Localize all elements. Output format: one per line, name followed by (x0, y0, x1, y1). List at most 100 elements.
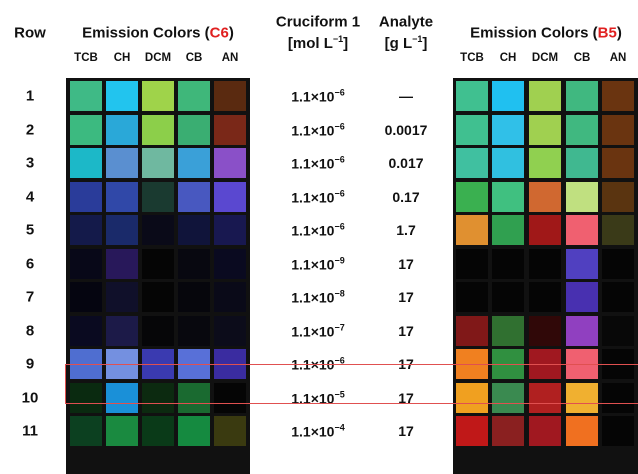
unit-exp: −1 (412, 34, 422, 44)
swatch (456, 282, 488, 312)
swatch (214, 416, 246, 446)
row-number: 3 (26, 155, 34, 172)
swatch (214, 115, 246, 145)
swatch (106, 215, 138, 245)
swatch (214, 215, 246, 245)
swatch (566, 282, 598, 312)
solvent-label: CB (186, 52, 203, 64)
solvent-label: DCM (532, 52, 558, 64)
swatch (456, 249, 488, 279)
swatch (529, 115, 561, 145)
swatch (178, 148, 210, 178)
swatch (178, 249, 210, 279)
analyte: 17 (398, 323, 414, 339)
swatch (566, 148, 598, 178)
row-number: 11 (22, 423, 38, 440)
swatch (456, 115, 488, 145)
solvent-label: DCM (145, 52, 171, 64)
swatch (456, 81, 488, 111)
swatch (142, 115, 174, 145)
swatch (70, 282, 102, 312)
swatch (602, 282, 634, 312)
swatch (602, 249, 634, 279)
swatch (70, 182, 102, 212)
swatch (492, 182, 524, 212)
analyte: 17 (398, 423, 414, 439)
swatch (602, 148, 634, 178)
analyte: 0.0017 (385, 122, 428, 138)
swatch (492, 282, 524, 312)
swatch (529, 249, 561, 279)
swatch (492, 148, 524, 178)
swatch (456, 148, 488, 178)
swatch (70, 148, 102, 178)
swatch (492, 115, 524, 145)
analyte: 1.7 (396, 222, 415, 238)
swatch (566, 316, 598, 346)
swatch (142, 182, 174, 212)
analyte: 17 (398, 256, 414, 272)
concentration: 1.1×10−6 (291, 121, 344, 138)
swatch (529, 316, 561, 346)
analyte-unit: [g L−1] (385, 34, 428, 52)
swatch (214, 81, 246, 111)
swatch (214, 182, 246, 212)
unit: ] (422, 35, 427, 52)
swatch (602, 115, 634, 145)
unit: [mol L (288, 35, 333, 52)
swatch (142, 81, 174, 111)
solvent-label: AN (222, 52, 239, 64)
concentration: 1.1×10−6 (291, 222, 344, 239)
swatch (566, 115, 598, 145)
swatch (456, 182, 488, 212)
conc-exp: −4 (334, 423, 344, 433)
swatch (178, 81, 210, 111)
conc-exp: −7 (334, 322, 344, 332)
swatch (566, 81, 598, 111)
swatch (106, 416, 138, 446)
swatch (106, 148, 138, 178)
analyte: 0.17 (392, 189, 419, 205)
analyte-header: Analyte (379, 14, 433, 31)
highlight-box (65, 364, 638, 404)
swatch (178, 215, 210, 245)
swatch (106, 316, 138, 346)
conc-exp: −6 (334, 155, 344, 165)
conc-header: Cruciform 1 (276, 14, 360, 31)
solvent-label: AN (610, 52, 627, 64)
solvent-label: CH (114, 52, 131, 64)
swatch (142, 215, 174, 245)
unit: [g L (385, 35, 413, 52)
swatch (602, 416, 634, 446)
conc-base: 1.1×10 (291, 290, 334, 306)
header-text: ) (617, 25, 622, 42)
conc-exp: −6 (334, 88, 344, 98)
swatch (529, 182, 561, 212)
left-header: Emission Colors (C6) (82, 25, 234, 42)
swatch (178, 316, 210, 346)
header-code: B5 (598, 25, 617, 42)
swatch (492, 416, 524, 446)
solvent-label: CH (500, 52, 517, 64)
header-text: ) (229, 25, 234, 42)
figure: Row Emission Colors (C6) Emission Colors… (0, 0, 638, 474)
swatch (214, 249, 246, 279)
concentration: 1.1×10−6 (291, 88, 344, 105)
swatch (106, 115, 138, 145)
solvent-label: TCB (460, 52, 484, 64)
swatch (178, 182, 210, 212)
swatch (492, 81, 524, 111)
solvent-label: TCB (74, 52, 98, 64)
swatch (456, 316, 488, 346)
swatch (456, 416, 488, 446)
swatch (214, 148, 246, 178)
swatch (70, 249, 102, 279)
row-number: 10 (22, 389, 39, 406)
unit-exp: −1 (333, 34, 343, 44)
conc-exp: −6 (334, 121, 344, 131)
swatch (214, 316, 246, 346)
analyte: — (399, 88, 413, 104)
conc-exp: −6 (334, 188, 344, 198)
conc-base: 1.1×10 (291, 323, 334, 339)
conc-base: 1.1×10 (291, 156, 334, 172)
